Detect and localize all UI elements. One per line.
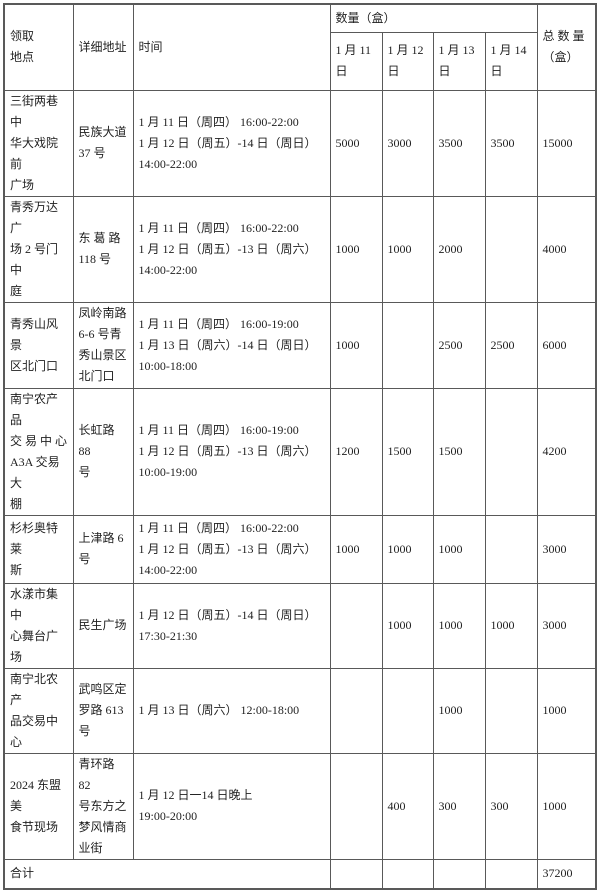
- table-row: 青秀山风景 区北门口 凤岭南路 6-6 号青 秀山景区 北门口 1 月 11 日…: [3, 301, 597, 389]
- qty-jan12-cell: 1000: [381, 582, 434, 669]
- time-cell: 1 月 12 日（周五）-14 日（周日） 17:30-21:30: [132, 582, 331, 669]
- qty-jan11-cell: [329, 752, 383, 860]
- location-cell: 杉杉奥特莱 斯: [3, 514, 74, 584]
- qty-jan14-cell: 300: [484, 752, 538, 860]
- location-cell: 2024 东盟美 食节现场: [3, 752, 74, 860]
- total-cell: 3000: [536, 582, 597, 669]
- time-cell: 1 月 11 日（周四） 16:00-22:00 1 月 12 日（周五）-13…: [132, 195, 331, 303]
- location-cell: 水漾市集中 心舞台广场: [3, 582, 74, 669]
- qty-jan13-cell: 300: [432, 752, 486, 860]
- qty-jan13-cell: 1500: [432, 387, 486, 516]
- qty-jan11-cell: [329, 582, 383, 669]
- total-cell: 6000: [536, 301, 597, 389]
- footer-qty-jan12-cell: [381, 858, 434, 890]
- table-row: 青秀万达广 场 2 号门中 庭 东 葛 路 118 号 1 月 11 日（周四）…: [3, 195, 597, 303]
- header-date-jan12: 1 月 12 日: [381, 31, 434, 91]
- qty-jan11-cell: [329, 667, 383, 754]
- qty-jan14-cell: 1000: [484, 582, 538, 669]
- address-cell: 青环路 82 号东方之 梦风情商 业街: [72, 752, 134, 860]
- time-cell: 1 月 11 日（周四） 16:00-22:00 1 月 12 日（周五）-14…: [132, 89, 331, 197]
- address-cell: 长虹路 88 号: [72, 387, 134, 516]
- address-cell: 武鸣区定 罗路 613 号: [72, 667, 134, 754]
- qty-jan11-cell: 5000: [329, 89, 383, 197]
- header-quantity-group: 数量（盒）: [329, 3, 538, 33]
- header-address: 详细地址: [72, 3, 134, 91]
- time-cell: 1 月 11 日（周四） 16:00-22:00 1 月 12 日（周五）-13…: [132, 514, 331, 584]
- header-pickup-location: 领取 地点: [3, 3, 74, 91]
- qty-jan13-cell: 1000: [432, 667, 486, 754]
- qty-jan12-cell: [381, 667, 434, 754]
- table-row: 南宁北农产 品交易中心 武鸣区定 罗路 613 号 1 月 13 日（周六） 1…: [3, 667, 597, 754]
- qty-jan11-cell: 1000: [329, 195, 383, 303]
- address-cell: 上津路 6 号: [72, 514, 134, 584]
- footer-qty-jan13-cell: [432, 858, 486, 890]
- qty-jan14-cell: 3500: [484, 89, 538, 197]
- footer-grand-total: 37200: [536, 858, 597, 890]
- time-cell: 1 月 12 日一14 日晚上 19:00-20:00: [132, 752, 331, 860]
- footer-qty-jan11-cell: [329, 858, 383, 890]
- table-row: 2024 东盟美 食节现场 青环路 82 号东方之 梦风情商 业街 1 月 12…: [3, 752, 597, 860]
- qty-jan13-cell: 1000: [432, 514, 486, 584]
- qty-jan12-cell: 400: [381, 752, 434, 860]
- table-row: 三街两巷中 华大戏院前 广场 民族大道 37 号 1 月 11 日（周四） 16…: [3, 89, 597, 197]
- address-cell: 民族大道 37 号: [72, 89, 134, 197]
- location-cell: 青秀万达广 场 2 号门中 庭: [3, 195, 74, 303]
- footer-total-label: 合计: [3, 858, 331, 890]
- qty-jan13-cell: 2500: [432, 301, 486, 389]
- location-cell: 青秀山风景 区北门口: [3, 301, 74, 389]
- table-row: 杉杉奥特莱 斯 上津路 6 号 1 月 11 日（周四） 16:00-22:00…: [3, 514, 597, 584]
- qty-jan14-cell: [484, 667, 538, 754]
- header-row-quantity-group: 领取 地点 详细地址 时间 数量（盒） 总 数 量 （盒）: [3, 3, 597, 91]
- location-cell: 南宁农产品 交 易 中 心 A3A 交易大 棚: [3, 387, 74, 516]
- header-row-dates: 1 月 11 日 1 月 12 日 1 月 13 日 1 月 14 日: [4, 31, 596, 91]
- qty-jan12-cell: 1500: [381, 387, 434, 516]
- footer-total-row: 合计 37200: [3, 858, 597, 890]
- qty-jan11-cell: 1000: [329, 301, 383, 389]
- qty-jan12-cell: 3000: [381, 89, 434, 197]
- qty-jan14-cell: [484, 514, 538, 584]
- time-cell: 1 月 11 日（周四） 16:00-19:00 1 月 13 日（周六）-14…: [132, 301, 331, 389]
- header-time: 时间: [132, 3, 331, 91]
- table-row: 南宁农产品 交 易 中 心 A3A 交易大 棚 长虹路 88 号 1 月 11 …: [3, 387, 597, 516]
- qty-jan13-cell: 1000: [432, 582, 486, 669]
- qty-jan13-cell: 2000: [432, 195, 486, 303]
- qty-jan14-cell: 2500: [484, 301, 538, 389]
- address-cell: 东 葛 路 118 号: [72, 195, 134, 303]
- qty-jan14-cell: [484, 195, 538, 303]
- qty-jan12-cell: [381, 301, 434, 389]
- time-cell: 1 月 11 日（周四） 16:00-19:00 1 月 12 日（周五）-13…: [132, 387, 331, 516]
- qty-jan11-cell: 1200: [329, 387, 383, 516]
- pickup-schedule-table: 领取 地点 详细地址 时间 数量（盒） 总 数 量 （盒） 1 月 11 日 1…: [3, 3, 598, 890]
- header-date-jan11: 1 月 11 日: [329, 31, 383, 91]
- total-cell: 1000: [536, 752, 597, 860]
- time-cell: 1 月 13 日（周六） 12:00-18:00: [132, 667, 331, 754]
- qty-jan14-cell: [484, 387, 538, 516]
- total-cell: 4000: [536, 195, 597, 303]
- qty-jan13-cell: 3500: [432, 89, 486, 197]
- address-cell: 民生广场: [72, 582, 134, 669]
- qty-jan11-cell: 1000: [329, 514, 383, 584]
- footer-qty-jan14-cell: [484, 858, 538, 890]
- header-date-jan13: 1 月 13 日: [432, 31, 486, 91]
- header-date-jan14: 1 月 14 日: [484, 31, 538, 91]
- total-cell: 15000: [536, 89, 597, 197]
- qty-jan12-cell: 1000: [381, 195, 434, 303]
- total-cell: 3000: [536, 514, 597, 584]
- total-cell: 1000: [536, 667, 597, 754]
- table-row: 水漾市集中 心舞台广场 民生广场 1 月 12 日（周五）-14 日（周日） 1…: [3, 582, 597, 669]
- header-total-quantity: 总 数 量 （盒）: [536, 3, 597, 91]
- total-cell: 4200: [536, 387, 597, 516]
- address-cell: 凤岭南路 6-6 号青 秀山景区 北门口: [72, 301, 134, 389]
- qty-jan12-cell: 1000: [381, 514, 434, 584]
- location-cell: 南宁北农产 品交易中心: [3, 667, 74, 754]
- location-cell: 三街两巷中 华大戏院前 广场: [3, 89, 74, 197]
